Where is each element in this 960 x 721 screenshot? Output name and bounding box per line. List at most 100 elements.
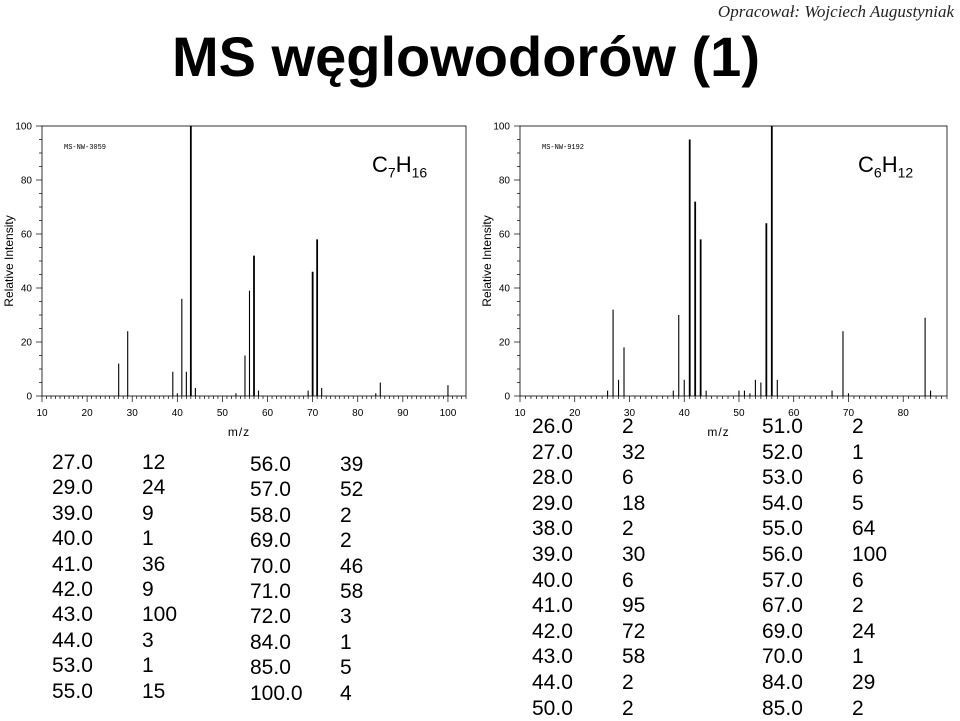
formula-h-count: 12: [897, 164, 914, 181]
table-row: 69.0 2: [250, 528, 400, 553]
intensity-value: 72: [622, 619, 646, 643]
formula-c7h16: C7H16: [372, 152, 427, 180]
intensity-value: 5: [852, 491, 864, 515]
intensity-value: 2: [340, 529, 352, 553]
mz-value: 54.0: [762, 491, 803, 515]
mz-value: 44.0: [52, 628, 93, 652]
mz-value: 29.0: [532, 491, 573, 515]
table-row: 27.0 32: [532, 440, 682, 466]
intensity-value: 36: [142, 552, 166, 576]
mz-value: 84.0: [762, 670, 803, 694]
page-title: MS węglowodorów (1): [172, 25, 760, 88]
mz-value: 26.0: [532, 415, 573, 438]
intensity-value: 2: [852, 594, 864, 618]
formula-c-count: 7: [387, 164, 396, 181]
intensity-value: 4: [340, 681, 352, 705]
intensity-value: 6: [622, 466, 634, 490]
intensity-value: 12: [142, 451, 166, 474]
y-tick-label: 20: [21, 338, 33, 349]
mz-value: 38.0: [532, 517, 573, 541]
mz-value: 57.0: [250, 478, 291, 502]
spectrum-id-label: MS-NW-9192: [542, 144, 584, 152]
intensity-value: 30: [622, 542, 646, 566]
table-row: 57.0 6: [762, 568, 912, 594]
x-tick-label: 10: [36, 408, 48, 419]
intensity-value: 24: [142, 476, 166, 500]
table-row: 67.0 2: [762, 593, 912, 619]
mz-value: 52.0: [762, 440, 803, 464]
mz-value: 55.0: [52, 679, 93, 703]
mz-value: 58.0: [250, 503, 291, 527]
x-tick-label: 60: [788, 408, 800, 419]
y-tick-label: 100: [15, 122, 32, 133]
intensity-value: 2: [852, 415, 864, 438]
peak-table-2b: 51.0 2 52.0 1 53.0 6 54.0 5 55.0 64 56.0 100 57.0 6 67…: [762, 414, 912, 721]
table-row: 53.0 1: [52, 653, 202, 678]
mz-value: 41.0: [52, 552, 93, 576]
table-row: 85.0 2: [762, 696, 912, 721]
mz-value: 85.0: [250, 656, 291, 680]
x-tick-label: 50: [217, 408, 229, 419]
table-row: 27.0 12: [52, 450, 202, 475]
mz-value: 40.0: [52, 527, 93, 551]
intensity-value: 29: [852, 670, 876, 694]
intensity-value: 39: [340, 453, 364, 476]
y-tick-label: 0: [504, 392, 510, 403]
intensity-value: 5: [340, 656, 352, 680]
x-tick-label: 20: [82, 408, 94, 419]
intensity-value: 6: [852, 568, 864, 592]
intensity-value: 100: [142, 603, 178, 627]
mz-value: 56.0: [762, 542, 803, 566]
intensity-value: 2: [622, 415, 634, 438]
mz-value: 69.0: [762, 619, 803, 643]
mass-spectrum-chart-1: 10 20 30 40 50 60 70 80 90 100 0 20 40 60 80 100 m/z Rela…: [2, 122, 467, 439]
table-row: 43.0 100: [52, 602, 202, 627]
table-row: 26.0 2: [532, 414, 682, 440]
table-row: 84.0 1: [250, 630, 400, 655]
x-tick-label: 60: [262, 408, 274, 419]
formula-c: C: [372, 152, 388, 177]
intensity-value: 46: [340, 554, 364, 578]
mz-value: 69.0: [250, 529, 291, 553]
table-row: 72.0 3: [250, 604, 400, 629]
intensity-value: 2: [852, 696, 864, 720]
table-row: 56.0 39: [250, 452, 400, 477]
table-row: 85.0 5: [250, 655, 400, 680]
table-row: 29.0 24: [52, 475, 202, 500]
table-row: 69.0 24: [762, 619, 912, 645]
table-row: 51.0 2: [762, 414, 912, 440]
table-row: 44.0 3: [52, 628, 202, 653]
table-row: 54.0 5: [762, 491, 912, 517]
x-tick-label: 40: [679, 408, 691, 419]
intensity-value: 1: [142, 654, 154, 678]
table-row: 39.0 30: [532, 542, 682, 568]
intensity-value: 64: [852, 517, 876, 541]
x-tick-label: 30: [127, 408, 139, 419]
peak-table-1a: 27.0 12 29.0 24 39.0 9 40.0 1 41.0 36 42.0 9 43.0 100…: [52, 450, 202, 704]
intensity-value: 15: [142, 679, 166, 703]
x-tick-label: 80: [352, 408, 364, 419]
intensity-value: 58: [622, 645, 646, 669]
table-row: 41.0 36: [52, 552, 202, 577]
intensity-value: 9: [142, 578, 154, 602]
x-tick-label: 10: [514, 408, 526, 419]
table-row: 58.0 2: [250, 503, 400, 528]
formula-h-count: 16: [411, 164, 428, 181]
table-row: 50.0 2: [532, 696, 682, 721]
y-tick-label: 60: [21, 230, 33, 241]
table-row: 44.0 2: [532, 670, 682, 696]
mz-value: 43.0: [52, 603, 93, 627]
y-tick-label: 20: [499, 338, 511, 349]
intensity-value: 2: [622, 696, 634, 720]
intensity-value: 2: [622, 517, 634, 541]
intensity-value: 3: [142, 628, 154, 652]
y-tick-label: 40: [21, 284, 33, 295]
mz-value: 39.0: [52, 501, 93, 525]
formula-h: H: [395, 152, 412, 177]
formula-h: H: [881, 152, 898, 177]
intensity-value: 95: [622, 594, 646, 618]
mz-value: 72.0: [250, 605, 291, 629]
table-row: 28.0 6: [532, 465, 682, 491]
mz-value: 41.0: [532, 594, 573, 618]
mz-value: 67.0: [762, 594, 803, 618]
